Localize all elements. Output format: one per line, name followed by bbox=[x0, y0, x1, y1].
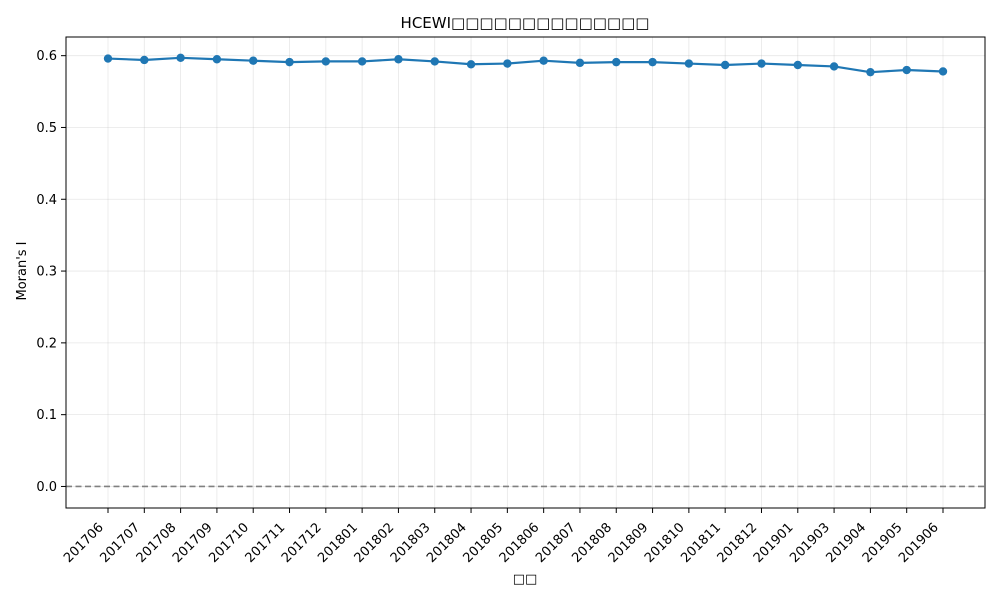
data-point bbox=[212, 55, 222, 64]
y-axis: 0.0 0.1 0.2 0.3 0.4 0.5 0.6 bbox=[36, 49, 66, 495]
data-point bbox=[866, 67, 875, 77]
data-point bbox=[394, 55, 403, 64]
y-axis-title: Moran's I bbox=[15, 241, 30, 300]
y-tick-label: 0.2 bbox=[36, 336, 57, 351]
data-point bbox=[684, 59, 694, 68]
data-point bbox=[539, 56, 548, 65]
data-point bbox=[176, 53, 185, 63]
data-point bbox=[720, 60, 730, 70]
data-point bbox=[140, 55, 149, 65]
data-point bbox=[503, 59, 512, 68]
data-point bbox=[430, 57, 439, 66]
chart-title: HCEWI□□□□□□□□□□□□□□ bbox=[401, 14, 650, 32]
data-point bbox=[357, 57, 367, 66]
data-point bbox=[757, 59, 766, 68]
data-point bbox=[648, 57, 657, 67]
data-point bbox=[466, 60, 476, 69]
y-tick-label: 0.6 bbox=[36, 49, 57, 64]
data-point bbox=[285, 57, 294, 67]
plot-frame bbox=[65, 36, 986, 509]
data-point bbox=[938, 67, 948, 76]
data-point bbox=[321, 57, 331, 66]
series-line bbox=[107, 56, 944, 74]
y-tick-label: 0.4 bbox=[36, 193, 57, 208]
data-point bbox=[103, 54, 113, 63]
y-tick-label: 0.5 bbox=[36, 121, 57, 136]
x-axis-title: □□ bbox=[513, 572, 538, 587]
data-point bbox=[902, 65, 911, 75]
data-point bbox=[612, 57, 621, 67]
data-series bbox=[103, 53, 948, 77]
data-point bbox=[793, 60, 802, 70]
data-point bbox=[249, 56, 258, 65]
data-point bbox=[575, 58, 585, 68]
y-tick-label: 0.3 bbox=[36, 265, 57, 280]
data-point bbox=[829, 62, 839, 71]
y-tick-label: 0.0 bbox=[36, 480, 57, 495]
y-tick-label: 0.1 bbox=[36, 408, 57, 423]
